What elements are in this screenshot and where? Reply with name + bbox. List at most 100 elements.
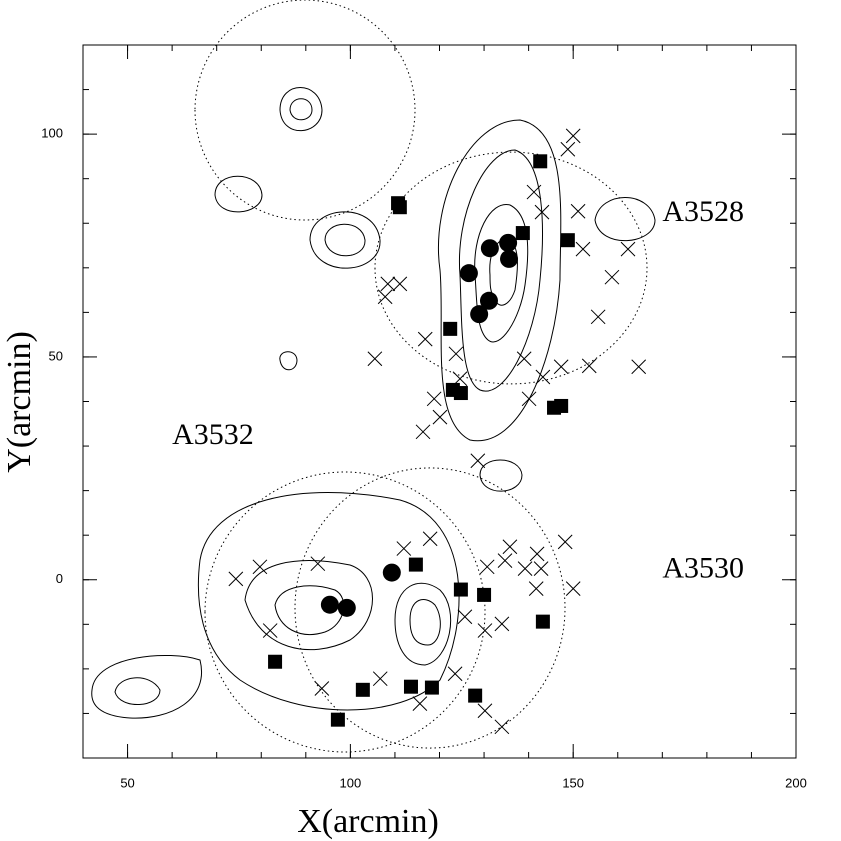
point (560, 141, 576, 157)
point (526, 184, 542, 200)
annotation: A3532 (172, 418, 254, 451)
contour (289, 98, 313, 121)
series (320, 233, 519, 617)
x-axis-label: X(arcmin) (297, 803, 439, 840)
contours (91, 0, 656, 753)
annotation: A3528 (662, 195, 744, 228)
point (392, 276, 408, 292)
point (480, 239, 499, 258)
point (228, 571, 244, 587)
annotation: A3530 (662, 552, 744, 585)
contour (594, 197, 656, 242)
contour (474, 204, 529, 343)
point (448, 346, 464, 362)
y-tick-label: 0 (56, 571, 63, 586)
point (453, 386, 468, 401)
contour (279, 351, 298, 371)
point (459, 264, 478, 283)
point (565, 581, 581, 597)
point (581, 358, 597, 374)
point (252, 559, 268, 575)
point (408, 557, 423, 572)
point (372, 671, 388, 687)
point (477, 703, 493, 719)
point (631, 359, 647, 375)
point (529, 546, 545, 562)
contour (214, 175, 263, 213)
contour (197, 492, 460, 711)
point (500, 249, 519, 268)
point (396, 541, 412, 556)
point (499, 233, 518, 252)
point (403, 679, 418, 694)
point (534, 204, 550, 220)
contour (91, 655, 202, 719)
point (337, 598, 356, 617)
point (417, 331, 433, 347)
y-axis-label: Y(arcmin) (1, 331, 38, 473)
point (494, 719, 510, 735)
series (228, 128, 647, 735)
x-tick-label: 200 (785, 775, 807, 790)
point (457, 609, 473, 625)
contour (458, 149, 543, 392)
contour (114, 677, 161, 705)
point (604, 269, 620, 285)
point (570, 203, 586, 219)
point (470, 453, 486, 469)
point (468, 688, 483, 703)
point (355, 682, 370, 697)
contour (479, 459, 523, 492)
plot-frame (82, 44, 797, 759)
point (424, 680, 439, 695)
radius-circle (374, 151, 648, 385)
point (453, 582, 468, 597)
contour (324, 223, 366, 257)
point (533, 154, 548, 169)
point (382, 563, 401, 582)
point (262, 623, 278, 638)
point (412, 696, 428, 711)
point (575, 241, 591, 257)
y-tick-label: 50 (49, 348, 63, 363)
point (392, 200, 407, 215)
point (447, 666, 463, 682)
point (422, 531, 438, 547)
x-tick-label: 50 (120, 775, 134, 790)
point (314, 681, 330, 696)
contour (309, 211, 381, 269)
point (432, 409, 448, 425)
point (565, 128, 581, 144)
point (479, 291, 498, 310)
point (535, 369, 551, 385)
y-tick-label: 100 (41, 126, 63, 141)
series (268, 154, 575, 727)
point (268, 654, 283, 669)
point (479, 559, 495, 575)
point (557, 534, 573, 550)
point (494, 616, 510, 632)
point (533, 561, 549, 576)
point (515, 226, 530, 241)
point (590, 309, 606, 325)
point (470, 305, 489, 324)
point (426, 391, 442, 407)
point (477, 623, 493, 638)
point (517, 561, 533, 576)
x-tick-label: 150 (562, 775, 584, 790)
point (497, 553, 513, 568)
point (516, 351, 532, 367)
point (502, 539, 518, 555)
point (553, 359, 569, 375)
contour (394, 582, 452, 666)
point (443, 321, 458, 336)
point (310, 556, 326, 572)
radius-circle (194, 0, 416, 221)
point (320, 595, 339, 614)
point (452, 371, 468, 387)
point (535, 614, 550, 629)
point (367, 351, 383, 367)
point (377, 289, 393, 305)
point (330, 712, 345, 727)
